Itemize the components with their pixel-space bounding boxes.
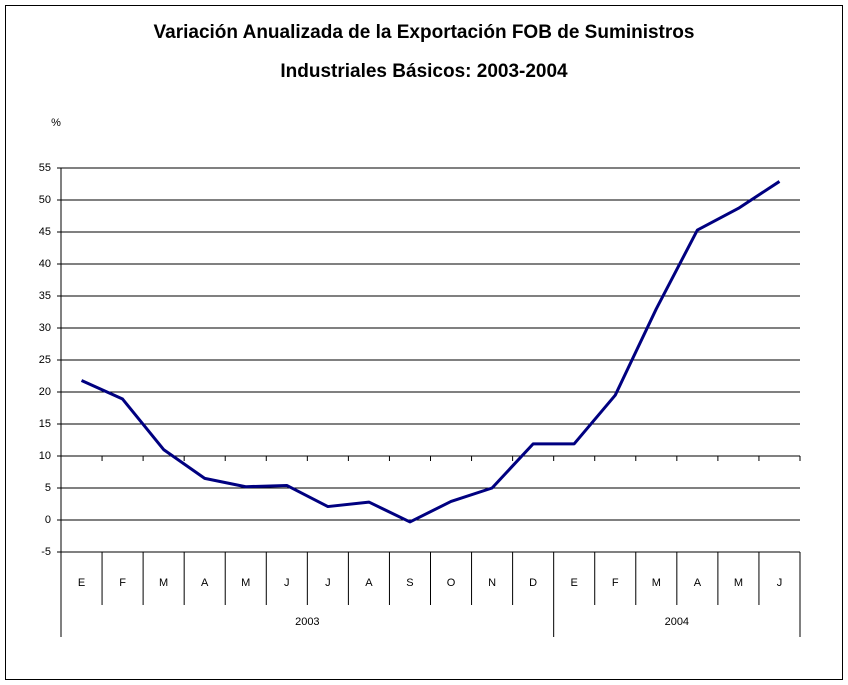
x-tick-label: A: [201, 577, 209, 589]
x-tick-label: N: [488, 577, 496, 589]
y-tick-label: 25: [39, 354, 51, 366]
chart-frame: [5, 5, 843, 680]
x-tick-label: E: [78, 577, 85, 589]
group-label: 2004: [665, 616, 689, 628]
y-tick-label: 0: [45, 514, 51, 526]
x-tick-label: M: [159, 577, 168, 589]
y-tick-label: 10: [39, 450, 51, 462]
y-tick-label: 35: [39, 290, 51, 302]
x-tick-label: D: [529, 577, 537, 589]
y-tick-label: 40: [39, 258, 51, 270]
x-tick-label: J: [777, 577, 783, 589]
x-tick-label: F: [119, 577, 126, 589]
x-tick-label: F: [612, 577, 619, 589]
x-tick-label: M: [241, 577, 250, 589]
y-axis-label: %: [51, 117, 61, 129]
x-tick-label: E: [571, 577, 578, 589]
data-line: [80, 180, 781, 524]
chart-title: Variación Anualizada de la Exportación F…: [154, 22, 695, 43]
x-tick-label: M: [734, 577, 743, 589]
y-tick-label: 15: [39, 418, 51, 430]
y-tick-label: -5: [41, 546, 51, 558]
y-tick-label: 55: [39, 162, 51, 174]
x-tick-label: O: [447, 577, 456, 589]
y-tick-label: 30: [39, 322, 51, 334]
x-tick-label: A: [694, 577, 702, 589]
y-tick-label: 50: [39, 194, 51, 206]
y-tick-label: 20: [39, 386, 51, 398]
x-tick-label: S: [406, 577, 413, 589]
y-tick-label: 45: [39, 226, 51, 238]
x-tick-label: M: [652, 577, 661, 589]
x-tick-label: J: [284, 577, 290, 589]
group-label: 2003: [295, 616, 319, 628]
chart-title: Industriales Básicos: 2003-2004: [280, 61, 568, 82]
x-tick-label: J: [325, 577, 331, 589]
x-tick-label: A: [365, 577, 373, 589]
y-tick-label: 5: [45, 482, 51, 494]
